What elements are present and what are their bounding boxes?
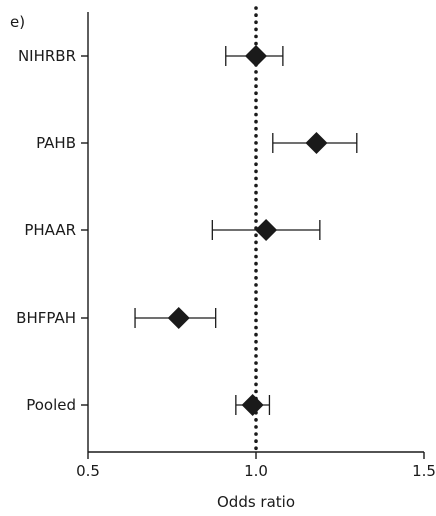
y-tick-label: BHFPAH xyxy=(16,309,76,327)
panel-label: e) xyxy=(10,13,25,31)
y-tick-label: Pooled xyxy=(26,396,76,414)
estimate-marker xyxy=(255,219,278,241)
y-tick-label: NIHRBR xyxy=(18,47,76,65)
estimate-marker xyxy=(241,394,264,416)
x-tick-label: 0.5 xyxy=(76,462,100,480)
y-tick-label: PHAAR xyxy=(24,221,76,239)
x-axis-label: Odds ratio xyxy=(217,493,295,511)
x-tick-label: 1.5 xyxy=(412,462,436,480)
x-tick-label: 1.0 xyxy=(244,462,268,480)
estimate-marker xyxy=(245,45,267,67)
estimate-marker xyxy=(167,307,190,329)
y-tick-label: PAHB xyxy=(36,134,76,152)
estimate-marker xyxy=(305,132,328,154)
plot-area: 0.5 1.0 1.5 NIHRBR PAHB PHAAR BHFPAH Pooled xyxy=(16,6,436,480)
